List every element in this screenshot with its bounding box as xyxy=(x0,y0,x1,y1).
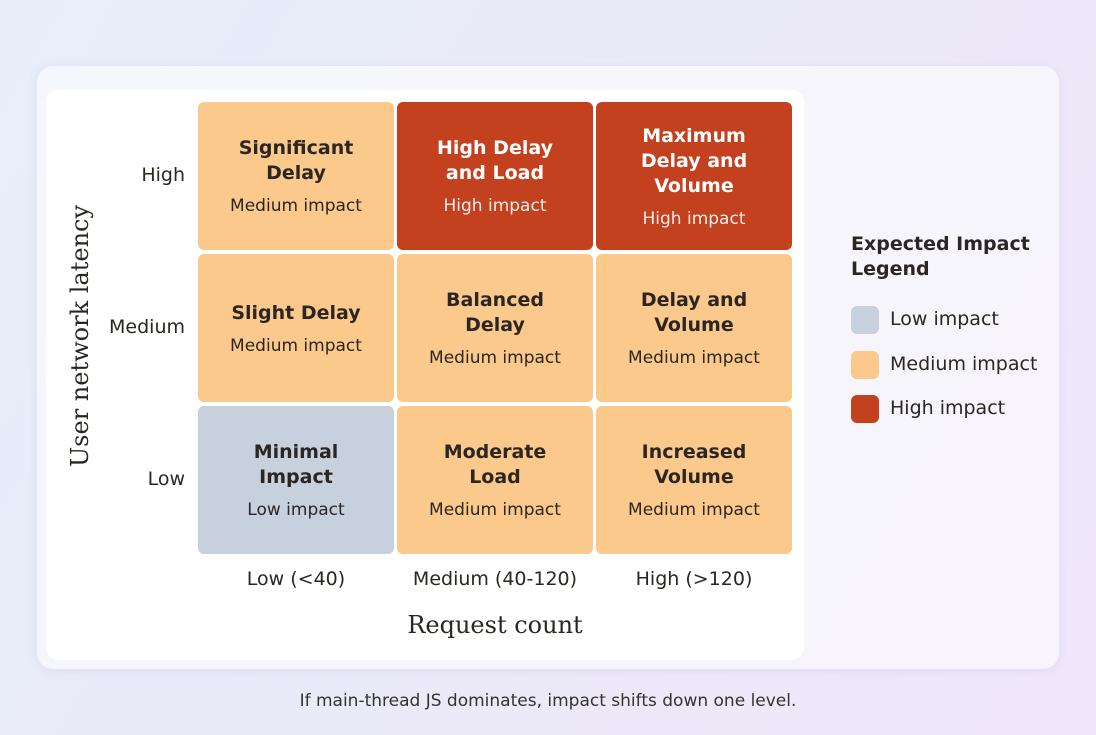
cell-impact: Medium impact xyxy=(230,335,362,356)
cell-title: Maximum Delay and Volume xyxy=(640,124,748,197)
legend-swatch xyxy=(851,395,879,423)
cell-title: Significant Delay xyxy=(238,137,354,184)
cell-title: Slight Delay xyxy=(231,301,361,324)
cell-impact: High impact xyxy=(642,208,746,229)
matrix-cell: Minimal Impact Low impact xyxy=(198,406,394,554)
column-label: High (>120) xyxy=(635,568,753,590)
row-label: Medium xyxy=(109,316,185,338)
cell-title: High Delay and Load xyxy=(437,137,553,184)
cell-impact: High impact xyxy=(443,196,547,216)
x-axis-title: Request count xyxy=(407,611,583,639)
matrix-cell: Increased Volume Medium impact xyxy=(596,406,792,554)
row-label: Low xyxy=(147,468,185,490)
footnote: If main-thread JS dominates, impact shif… xyxy=(299,691,797,711)
row-label: High xyxy=(141,164,185,186)
y-axis-title: User network latency xyxy=(66,204,94,468)
cell-title: Moderate Load xyxy=(443,441,547,488)
cell-impact: Medium impact xyxy=(628,500,760,520)
cell-impact: Medium impact xyxy=(429,500,561,520)
cell-title: Balanced Delay xyxy=(446,289,544,336)
cell-impact: Medium impact xyxy=(230,196,362,216)
legend-swatch xyxy=(851,306,879,334)
matrix-cell: Moderate Load Medium impact xyxy=(397,406,593,554)
cell-impact: Low impact xyxy=(247,500,345,520)
legend-title: Expected Impact Legend xyxy=(851,233,1030,280)
matrix-cell: Delay and Volume Medium impact xyxy=(596,254,792,402)
cell-impact: Medium impact xyxy=(429,348,561,368)
legend-swatch xyxy=(851,350,879,379)
matrix-cell: Slight Delay Medium impact xyxy=(198,254,394,402)
matrix-cell: Significant Delay Medium impact xyxy=(198,102,394,250)
cell-title: Increased Volume xyxy=(641,441,747,488)
legend-label: High impact xyxy=(890,397,1006,419)
legend-label: Medium impact xyxy=(890,352,1038,375)
matrix-cell: Balanced Delay Medium impact xyxy=(397,254,593,402)
matrix-cell: Maximum Delay and Volume High impact xyxy=(596,102,792,250)
legend-label: Low impact xyxy=(890,308,999,330)
column-label: Medium (40-120) xyxy=(412,568,578,590)
cell-impact: Medium impact xyxy=(628,348,760,368)
matrix-cell: High Delay and Load High impact xyxy=(397,102,593,250)
cell-title: Delay and Volume xyxy=(640,289,748,336)
cell-title: Minimal Impact xyxy=(253,441,339,488)
column-label: Low (<40) xyxy=(246,568,346,590)
